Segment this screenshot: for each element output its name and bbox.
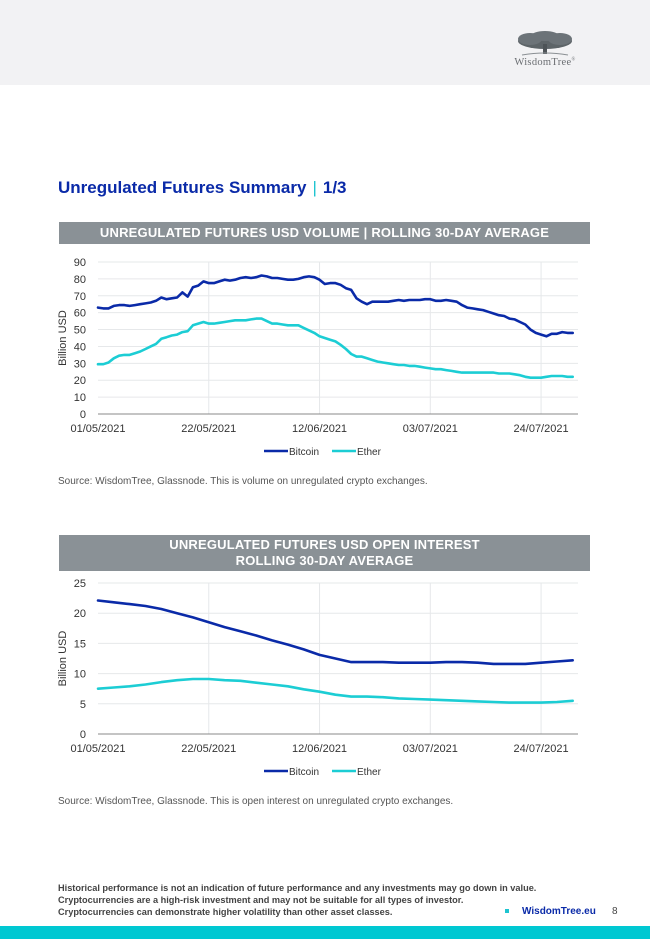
- legend-label-bitcoin: Bitcoin: [289, 447, 319, 458]
- y-tick-label: 90: [74, 257, 86, 269]
- chart1-title-banner: UNREGULATED FUTURES USD VOLUME | ROLLING…: [59, 222, 590, 244]
- chart2-title-banner: UNREGULATED FUTURES USD OPEN INTEREST RO…: [59, 535, 590, 571]
- open-interest-chart: 0 5 10 15 20 25 01/05/2021 22/05/2021 12/06/2021…: [57, 578, 578, 778]
- y-tick-label: 80: [74, 274, 86, 286]
- y-axis-label: Billion USD: [57, 631, 69, 687]
- y-tick-label: 15: [74, 638, 86, 650]
- disclaimer-line: Cryptocurrencies are a high-risk investm…: [58, 895, 464, 905]
- chart1-source-note: Source: WisdomTree, Glassnode. This is v…: [58, 476, 428, 487]
- x-tick-label: 01/05/2021: [70, 743, 125, 755]
- x-tick-label: 01/05/2021: [70, 423, 125, 435]
- y-tick-label: 40: [74, 341, 86, 353]
- y-tick-label: 50: [74, 325, 86, 337]
- x-tick-label: 03/07/2021: [403, 423, 458, 435]
- x-tick-label: 22/05/2021: [181, 743, 236, 755]
- wisdomtree-website-link[interactable]: WisdomTree.eu: [522, 906, 596, 917]
- legend-label-bitcoin: Bitcoin: [289, 767, 319, 778]
- y-tick-label: 60: [74, 308, 86, 320]
- series-line-bitcoin: [96, 599, 575, 666]
- series-line-ether: [96, 317, 575, 379]
- x-tick-label: 12/06/2021: [292, 423, 347, 435]
- chart2-source-note: Source: WisdomTree, Glassnode. This is o…: [58, 796, 454, 807]
- tree-icon: [518, 31, 572, 56]
- y-tick-label: 70: [74, 291, 86, 303]
- legend-label-ether: Ether: [357, 767, 382, 778]
- chart1-title: UNREGULATED FUTURES USD VOLUME | ROLLING…: [99, 225, 550, 240]
- y-tick-label: 25: [74, 578, 86, 590]
- y-tick-label: 0: [80, 409, 86, 421]
- title-separator: |: [312, 178, 317, 197]
- y-tick-label: 20: [74, 608, 86, 620]
- x-tick-label: 22/05/2021: [181, 423, 236, 435]
- page-title-page: 1/3: [322, 178, 347, 197]
- y-axis-label: Billion USD: [57, 310, 69, 366]
- series-line-ether: [96, 677, 575, 704]
- page-title: Unregulated Futures Summary | 1/3: [58, 178, 347, 198]
- page-title-text: Unregulated Futures Summary: [58, 178, 307, 197]
- wisdomtree-logo: WisdomTree®: [510, 30, 580, 70]
- x-tick-label: 12/06/2021: [292, 743, 347, 755]
- y-tick-label: 10: [74, 392, 86, 404]
- disclaimer-line: Historical performance is not an indicat…: [58, 883, 537, 893]
- series-line-bitcoin: [96, 274, 575, 338]
- legend-label-ether: Ether: [357, 447, 382, 458]
- y-tick-label: 5: [80, 699, 86, 711]
- disclaimer-line: Cryptocurrencies can demonstrate higher …: [58, 907, 393, 917]
- chart2-title-line1: UNREGULATED FUTURES USD OPEN INTEREST: [169, 537, 480, 552]
- disclaimer: Historical performance is not an indicat…: [58, 882, 536, 918]
- page-number: 8: [612, 906, 618, 917]
- y-tick-label: 20: [74, 375, 86, 387]
- chart2-title-line2: ROLLING 30-DAY AVERAGE: [235, 553, 414, 568]
- volume-chart: 0 10 20 30 40 50 60 70 80 90 01/05/2021 22/05/2021 1…: [57, 257, 578, 458]
- x-tick-label: 03/07/2021: [403, 743, 458, 755]
- y-tick-label: 30: [74, 358, 86, 370]
- footer-bullet-icon: [505, 909, 509, 913]
- footer-accent-bar: [0, 926, 650, 939]
- logo-wordmark: WisdomTree®: [514, 57, 576, 68]
- y-tick-label: 10: [74, 669, 86, 681]
- y-tick-label: 0: [80, 729, 86, 741]
- x-tick-label: 24/07/2021: [514, 743, 569, 755]
- x-tick-label: 24/07/2021: [514, 423, 569, 435]
